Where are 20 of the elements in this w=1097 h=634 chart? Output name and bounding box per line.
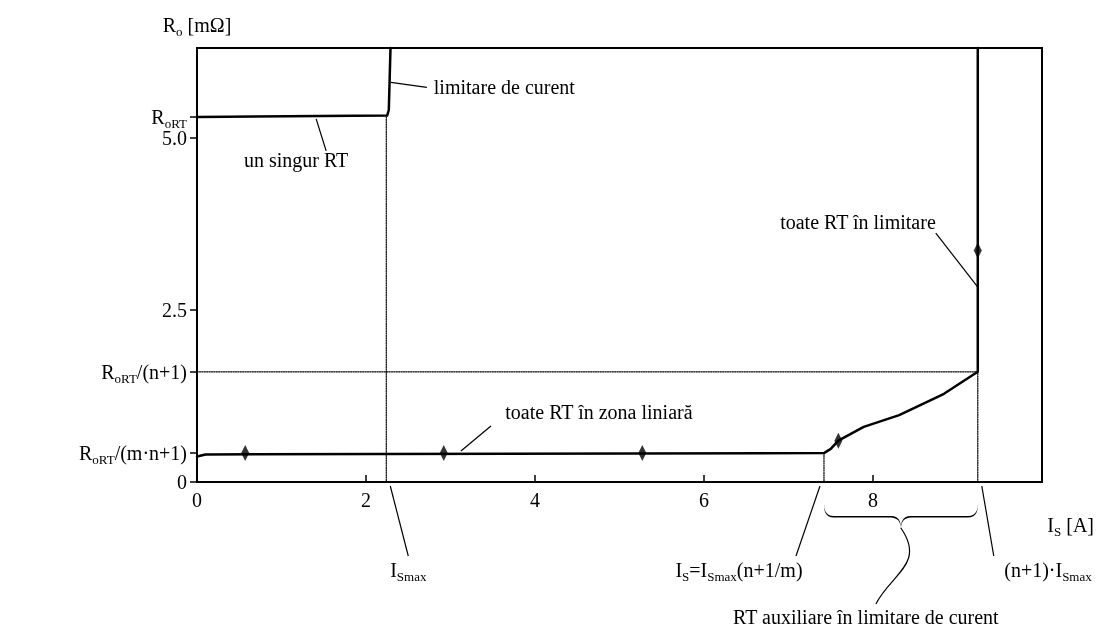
text: RT auxiliare în limitare de curent	[733, 606, 1000, 628]
annotation: limitare de curent	[433, 76, 576, 99]
x-tick-label: 6	[699, 489, 709, 511]
annotation: un singur RT	[243, 148, 349, 172]
y-tick-label: R$_{oRT}$/(n+1)	[101, 360, 187, 386]
annotation: I$_{Smax}$	[390, 559, 427, 584]
x-tick-label: 8	[868, 489, 878, 511]
y-axis-title: R$_{o}$ [mΩ]	[162, 14, 232, 39]
x-tick-label: 4	[530, 489, 540, 511]
y-tick-label: R$_{oRT}$	[151, 105, 188, 131]
y-tick-label: 0	[177, 471, 187, 493]
x-tick-label: 2	[361, 489, 371, 511]
y-tick-label: R$_{oRT}$/(m·n+1)	[78, 442, 187, 468]
y-tick-label: 2.5	[162, 298, 187, 321]
annotation: toate RT în limitare	[780, 211, 936, 234]
annotation: toate RT în zona liniară	[505, 401, 693, 424]
x-tick-label: 0	[192, 489, 202, 511]
annotation: I$_{S}$=I$_{Smax}$(n+1/m)	[675, 559, 803, 584]
x-axis-title: I$_{S}$ [A]	[1047, 514, 1094, 539]
annotation: (n+1)·I$_{Smax}$	[1004, 559, 1093, 584]
